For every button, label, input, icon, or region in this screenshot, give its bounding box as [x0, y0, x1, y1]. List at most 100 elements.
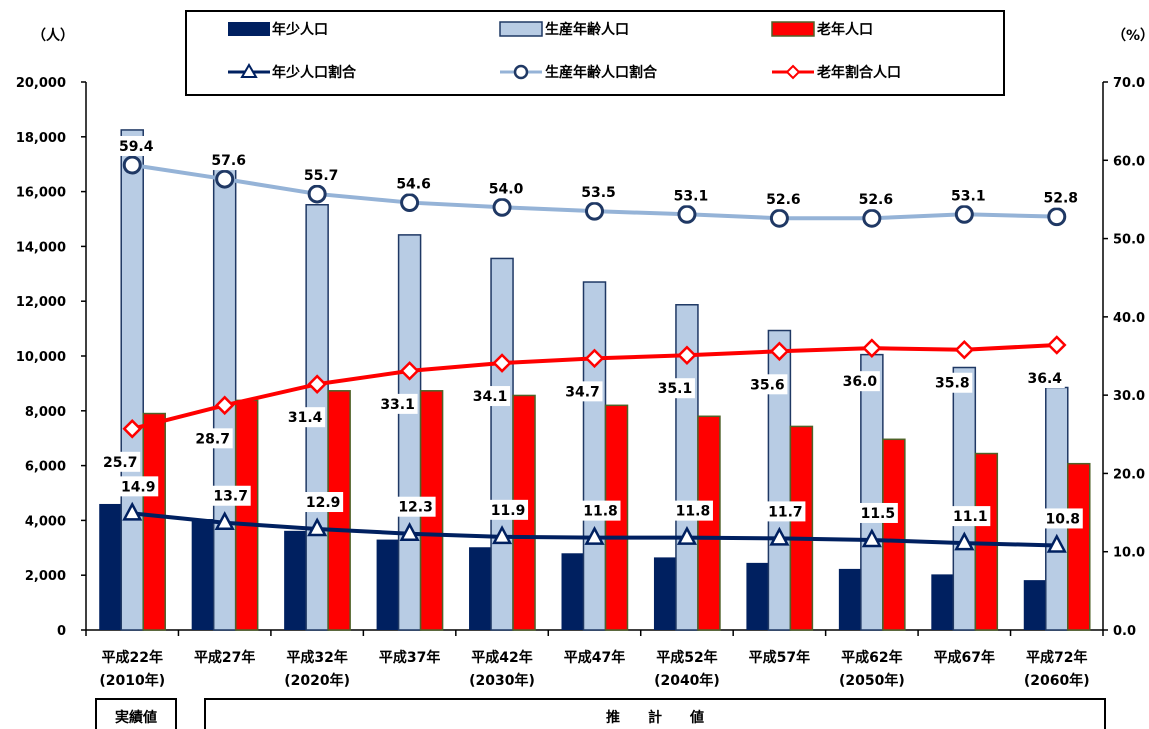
elderly-ratio-label-bg	[285, 407, 326, 428]
elderly-ratio-label-bg	[932, 372, 973, 393]
young-bar	[838, 568, 861, 630]
legend-label-working: 生産年齢人口	[545, 21, 629, 38]
young-ratio-point	[769, 526, 790, 546]
young-ratio-point	[399, 522, 420, 541]
working-bar	[582, 281, 607, 631]
elderly-ratio-label-bg	[192, 428, 233, 449]
legend-line-young	[228, 63, 270, 78]
category-label: 平成62年	[841, 649, 902, 666]
category-sublabel: (2040年)	[654, 672, 720, 689]
young-ratio-label: 12.9	[306, 495, 341, 511]
working-ratio-label: 57.6	[211, 153, 246, 169]
young-ratio-label-bg	[210, 485, 251, 506]
working-ratio-label-bg	[116, 135, 157, 156]
working-ratio-point	[677, 204, 697, 224]
young-bar	[376, 539, 399, 630]
young-ratio-label-bg	[950, 506, 991, 527]
young-ratio-point	[954, 531, 975, 551]
elderly-ratio-label-bg	[1024, 368, 1065, 389]
young-bar	[653, 557, 676, 630]
category-label: 平成52年	[656, 649, 717, 666]
right-tick-label: 70.0	[1113, 76, 1145, 91]
elderly-ratio-point	[307, 374, 327, 394]
elderly-ratio-label-bg	[839, 371, 880, 392]
working-ratio-point	[769, 208, 789, 228]
working-ratio-point	[954, 204, 974, 224]
projection-box	[204, 698, 1106, 729]
category-label: 平成37年	[379, 649, 440, 666]
left-tick-label: 0	[57, 624, 66, 639]
working-ratio-label-bg	[948, 185, 989, 206]
working-ratio-point	[1047, 207, 1067, 227]
working-ratio-label-bg	[855, 189, 896, 210]
young-ratio-label: 11.1	[953, 509, 988, 525]
young-bar	[561, 553, 584, 630]
category-sublabel: (2030年)	[469, 672, 535, 689]
working-ratio-label: 52.6	[766, 192, 801, 208]
working-ratio-label: 59.4	[119, 139, 154, 155]
young-ratio-label: 10.8	[1045, 511, 1080, 527]
working-ratio-point	[215, 169, 235, 189]
working-bar	[120, 129, 144, 631]
working-ratio-point	[585, 201, 604, 221]
left-tick-label: 16,000	[16, 186, 66, 201]
working-ratio-label: 53.1	[674, 188, 709, 204]
elderly-ratio-point	[492, 353, 512, 373]
young-bar	[931, 574, 954, 630]
young-ratio-label: 11.8	[676, 504, 711, 520]
category-label: 平成27年	[194, 649, 255, 666]
right-tick-label: 30.0	[1113, 389, 1145, 404]
young-ratio-label: 14.9	[121, 479, 156, 495]
left-tick-label: 20,000	[16, 76, 66, 91]
elderly-ratio-point	[122, 419, 142, 439]
working-ratio-point	[122, 155, 142, 175]
category-label: 平成67年	[934, 649, 995, 666]
elderly-ratio-label-bg	[654, 378, 695, 399]
legend-label-young-ratio: 年少人口割合	[272, 64, 357, 81]
category-sublabel: (2050年)	[839, 672, 905, 689]
elderly-ratio-label: 35.1	[658, 381, 693, 397]
young-ratio-label-bg	[303, 492, 344, 513]
elderly-ratio-label: 36.0	[843, 374, 878, 390]
elderly-ratio-point	[862, 338, 882, 358]
elderly-ratio-label-bg	[562, 381, 603, 402]
working-ratio-label-bg	[486, 178, 527, 199]
working-ratio-label: 54.0	[489, 181, 524, 197]
projection-label: 推 計 値	[606, 709, 704, 726]
right-tick-label: 10.0	[1113, 546, 1145, 561]
young-ratio-point	[307, 517, 328, 537]
elderly-bar	[142, 412, 166, 631]
elderly-ratio-point	[954, 339, 975, 360]
legend-line-working	[500, 64, 542, 80]
working-ratio-label-bg	[763, 189, 804, 210]
left-tick-label: 2,000	[25, 569, 66, 584]
elderly-ratio-label-bg	[747, 374, 788, 395]
category-label: 平成57年	[749, 649, 810, 666]
category-label: 平成72年	[1026, 649, 1087, 666]
young-bar	[746, 562, 769, 630]
category-sublabel: (2060年)	[1024, 672, 1090, 689]
working-ratio-label-bg	[393, 173, 434, 194]
left-tick-label: 12,000	[16, 295, 66, 310]
young-ratio-label-bg	[580, 500, 621, 521]
young-ratio-point	[214, 511, 235, 530]
left-tick-label: 14,000	[16, 240, 66, 255]
elderly-bar	[789, 425, 814, 631]
young-ratio-label-bg	[395, 496, 436, 517]
young-bar	[1023, 580, 1046, 630]
working-ratio-label: 52.8	[1043, 191, 1078, 207]
young-ratio-label: 11.7	[768, 504, 803, 520]
working-ratio-point	[862, 208, 882, 228]
young-ratio-label-bg	[765, 501, 806, 522]
elderly-ratio-point	[677, 345, 697, 365]
working-bar	[952, 366, 977, 631]
elderly-ratio-label: 34.1	[473, 389, 508, 405]
legend-label-elderly: 老年人口	[817, 21, 873, 38]
working-ratio-label: 55.7	[304, 168, 339, 184]
right-tick-label: 40.0	[1113, 311, 1145, 326]
elderly-ratio-label: 35.6	[750, 377, 785, 393]
actual-label: 実績値	[115, 709, 157, 726]
working-ratio-label-bg	[208, 150, 249, 171]
elderly-ratio-point	[584, 348, 605, 369]
